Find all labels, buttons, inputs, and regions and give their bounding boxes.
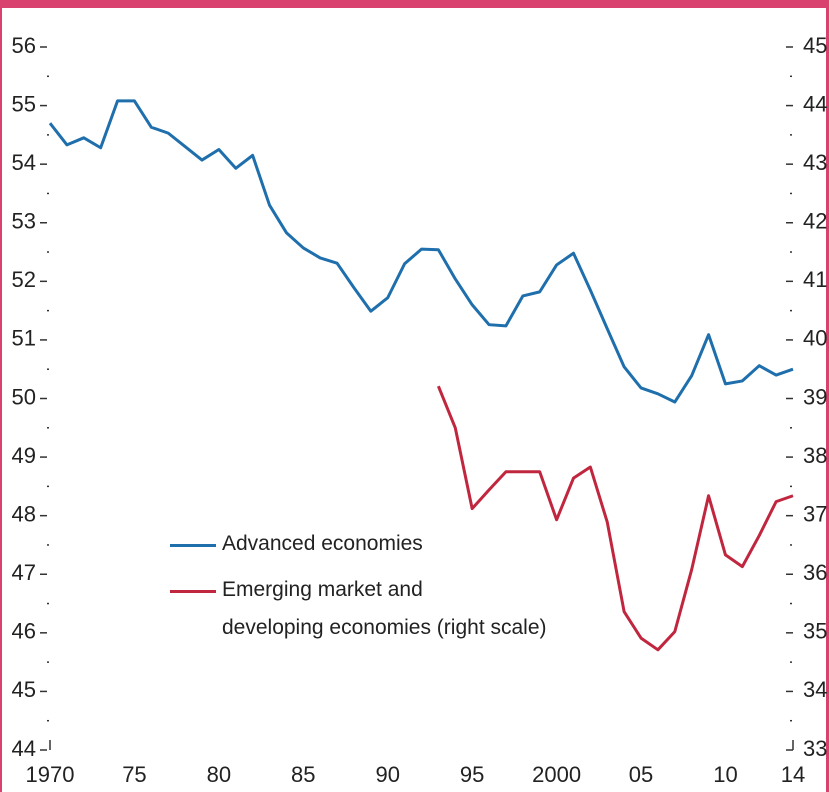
x-tick-label: 85 bbox=[291, 762, 315, 787]
y-tick-label: 45 bbox=[12, 677, 36, 702]
legend-entry: Emerging market and developing economies… bbox=[170, 578, 547, 647]
y2-tick-label: 38 bbox=[803, 443, 827, 468]
y-tick-label: 47 bbox=[12, 560, 36, 585]
y2-tick-label: 43 bbox=[803, 150, 827, 175]
legend-swatch bbox=[170, 590, 216, 593]
y-tick-label: 44 bbox=[12, 736, 36, 761]
y-tick-label: 50 bbox=[12, 384, 36, 409]
left-border bbox=[0, 0, 2, 792]
y2-tick-label: 36 bbox=[803, 560, 827, 585]
y-tick-label: 46 bbox=[12, 619, 36, 644]
x-tick-label: 90 bbox=[375, 762, 399, 787]
y2-tick-label: 39 bbox=[803, 384, 827, 409]
x-tick-label: 05 bbox=[629, 762, 653, 787]
y-tick-label: 53 bbox=[12, 209, 36, 234]
y-tick-label: 56 bbox=[12, 33, 36, 58]
y-tick-label: 52 bbox=[12, 267, 36, 292]
legend-entry: Advanced economies bbox=[170, 532, 423, 563]
legend-swatch bbox=[170, 544, 216, 547]
y-tick-label: 48 bbox=[12, 501, 36, 526]
y-tick-label: 54 bbox=[12, 150, 36, 175]
y2-tick-label: 35 bbox=[803, 619, 827, 644]
y2-tick-label: 41 bbox=[803, 267, 827, 292]
series-line bbox=[48, 99, 794, 404]
x-tick-label: 75 bbox=[122, 762, 146, 787]
x-tick-label: 1970 bbox=[26, 762, 75, 787]
x-tick-label: 95 bbox=[460, 762, 484, 787]
right-border bbox=[826, 0, 829, 792]
series-line bbox=[436, 385, 794, 652]
x-tick-label: 80 bbox=[207, 762, 231, 787]
y2-tick-label: 42 bbox=[803, 209, 827, 234]
y2-tick-label: 37 bbox=[803, 501, 827, 526]
y2-tick-label: 33 bbox=[803, 736, 827, 761]
y2-tick-label: 40 bbox=[803, 326, 827, 351]
y2-tick-label: 45 bbox=[803, 33, 827, 58]
y2-tick-label: 44 bbox=[803, 91, 827, 116]
top-border bbox=[0, 0, 829, 8]
legend-label: Advanced economies bbox=[222, 532, 423, 555]
legend-label: Emerging market and developing economies… bbox=[222, 578, 547, 639]
x-tick-label: 2000 bbox=[532, 762, 581, 787]
x-tick-label: 14 bbox=[781, 762, 805, 787]
y-tick-label: 55 bbox=[12, 91, 36, 116]
x-tick-label: 10 bbox=[713, 762, 737, 787]
y-tick-label: 49 bbox=[12, 443, 36, 468]
y-tick-label: 51 bbox=[12, 326, 36, 351]
y2-tick-label: 34 bbox=[803, 677, 827, 702]
